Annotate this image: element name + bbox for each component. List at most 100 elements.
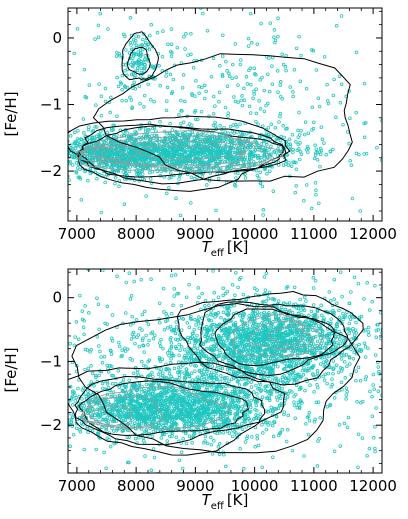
top-scatter-point (206, 160, 211, 164)
bottom-scatter-point (158, 410, 162, 414)
bottom-scatter-point (160, 420, 164, 425)
top-scatter-point (262, 88, 266, 93)
top-scatter-point (223, 147, 227, 152)
top-plot-frame (67, 7, 383, 222)
top-scatter-point (275, 69, 280, 73)
bottom-scatter-point (228, 425, 233, 429)
top-scatter-point (20, 161, 23, 164)
top-scatter-point (211, 94, 216, 99)
top-scatter-point (225, 84, 230, 88)
bottom-scatter-point (373, 353, 378, 357)
top-scatter-point (201, 11, 205, 16)
bottom-scatter-point (209, 312, 213, 317)
top-scatter-point (311, 49, 316, 53)
top-scatter-point (288, 85, 292, 89)
top-scatter-point (124, 172, 128, 176)
top-scatter-point (266, 132, 271, 137)
top-scatter-point (186, 53, 190, 57)
bottom-scatter-point (41, 408, 44, 411)
bottom-scatter-point (332, 366, 336, 370)
top-scatter-point (60, 256, 63, 259)
bottom-scatter-point (189, 407, 193, 411)
top-scatter-point (129, 139, 134, 144)
top-scatter-point (240, 94, 244, 98)
top-scatter-point (24, 153, 27, 156)
top-scatter-point (148, 33, 152, 38)
bottom-scatter-point (264, 427, 269, 432)
top-scatter-point (166, 42, 170, 47)
top-scatter-point (217, 90, 222, 95)
top-scatter-point (68, 139, 70, 144)
top-scatter-point (57, 151, 60, 154)
top-scatter-point (68, 134, 73, 138)
top-scatter-point (224, 59, 228, 64)
top-scatter-point (215, 154, 220, 158)
top-x-axis-label-main: T (202, 238, 213, 256)
top-scatter-point (114, 54, 119, 58)
top-scatter-point (49, 157, 52, 160)
top-scatter-point (324, 0, 327, 3)
top-scatter-point (168, 171, 173, 175)
top-scatter-point (110, 128, 114, 133)
top-scatter-point (97, 82, 101, 86)
top-scatter-point (313, 143, 317, 148)
top-scatter-point (171, 5, 174, 8)
top-scatter-point (90, 135, 95, 140)
top-scatter-point (46, 156, 49, 159)
bottom-scatter-point (203, 434, 208, 439)
bottom-scatter-point (59, 413, 62, 416)
top-scatter-point (30, 138, 33, 141)
top-scatter-point (278, 111, 283, 116)
top-scatter-point (34, 162, 37, 165)
bottom-scatter-point (133, 436, 138, 441)
top-scatter-point (98, 152, 103, 156)
bottom-scatter-point (307, 313, 311, 318)
top-scatter-point (49, 141, 52, 144)
bottom-scatter-point (174, 337, 178, 341)
top-scatter-point (142, 32, 146, 36)
top-scatter-point (277, 120, 281, 124)
top-scatter-point (260, 124, 265, 128)
bottom-scatter-point (63, 416, 66, 419)
top-y-tick-labels: 0 −1 −2 (40, 29, 62, 180)
top-scatter-point (22, 160, 25, 163)
bottom-scatter-point (158, 418, 162, 422)
top-scatter-point (138, 157, 143, 161)
top-scatter-point (264, 103, 268, 108)
bottom-scatter-point (311, 276, 316, 280)
top-scatter-point (123, 157, 128, 161)
top-scatter-point (169, 49, 173, 54)
top-scatter-point (276, 34, 280, 39)
top-scatter-point (131, 56, 135, 61)
top-scatter-point (192, 110, 197, 114)
top-scatter-point (334, 23, 339, 28)
top-x-axis-label-sub: eff (211, 248, 225, 259)
top-scatter-point (319, 125, 324, 129)
top-scatter-point (278, 138, 283, 143)
top-scatter-point (183, 151, 187, 155)
top-scatter-point (68, 159, 72, 164)
top-scatter-point (62, 117, 65, 120)
top-scatter-point (348, 116, 352, 120)
bottom-scatter-point (186, 414, 190, 419)
top-scatter-point (309, 206, 314, 211)
top-scatter-point (249, 156, 254, 160)
top-scatter-point (115, 50, 119, 55)
bottom-scatter-point (168, 400, 173, 405)
bottom-scatter-point (57, 386, 60, 389)
top-scatter-point (171, 155, 175, 159)
top-scatter-point (204, 89, 208, 94)
top-scatter-point (289, 164, 294, 168)
bottom-scatter-point (277, 394, 281, 398)
top-scatter-point (177, 177, 181, 181)
top-scatter-point (168, 131, 172, 136)
top-scatter-point (164, 108, 169, 113)
top-scatter-point (168, 237, 171, 240)
top-scatter-point (249, 82, 253, 87)
top-scatter-point (302, 132, 307, 137)
top-scatter-point (203, 83, 207, 88)
bottom-scatter-point (299, 375, 303, 380)
top-scatter-point (85, 154, 90, 158)
top-scatter-point (6, 149, 9, 152)
top-scatter-point (208, 151, 213, 156)
